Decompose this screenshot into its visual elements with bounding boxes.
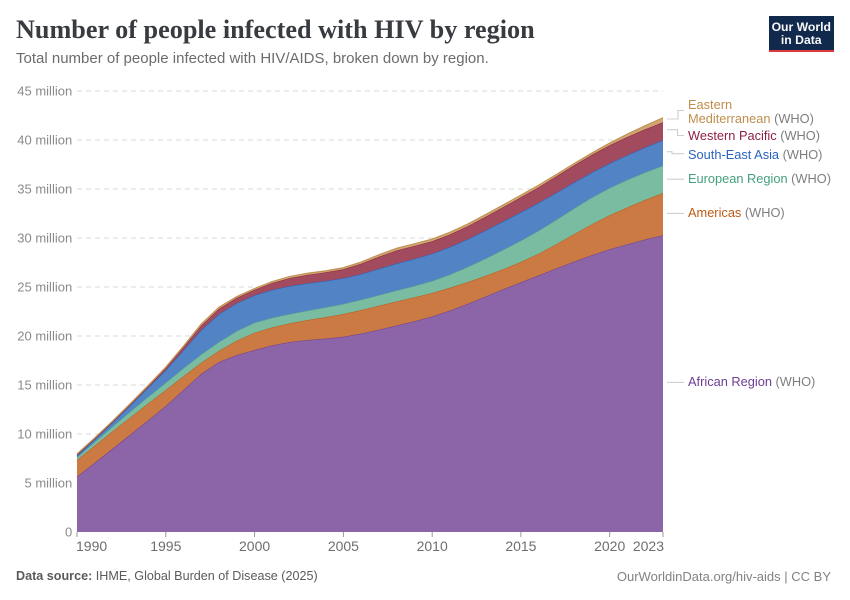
svg-text:10 million: 10 million [17, 427, 72, 442]
svg-text:1990: 1990 [76, 538, 107, 554]
svg-text:15 million: 15 million [17, 378, 72, 393]
svg-text:2020: 2020 [594, 538, 625, 554]
svg-text:20 million: 20 million [17, 329, 72, 344]
svg-text:1995: 1995 [150, 538, 181, 554]
svg-text:30 million: 30 million [17, 231, 72, 246]
svg-text:40 million: 40 million [17, 133, 72, 148]
svg-text:2023: 2023 [633, 538, 664, 554]
svg-text:0: 0 [65, 525, 72, 540]
svg-text:2005: 2005 [328, 538, 359, 554]
svg-text:2015: 2015 [505, 538, 536, 554]
svg-text:35 million: 35 million [17, 182, 72, 197]
svg-text:2010: 2010 [417, 538, 448, 554]
svg-text:25 million: 25 million [17, 280, 72, 295]
svg-text:2000: 2000 [239, 538, 270, 554]
svg-text:45 million: 45 million [17, 84, 72, 99]
svg-text:5 million: 5 million [25, 476, 73, 491]
